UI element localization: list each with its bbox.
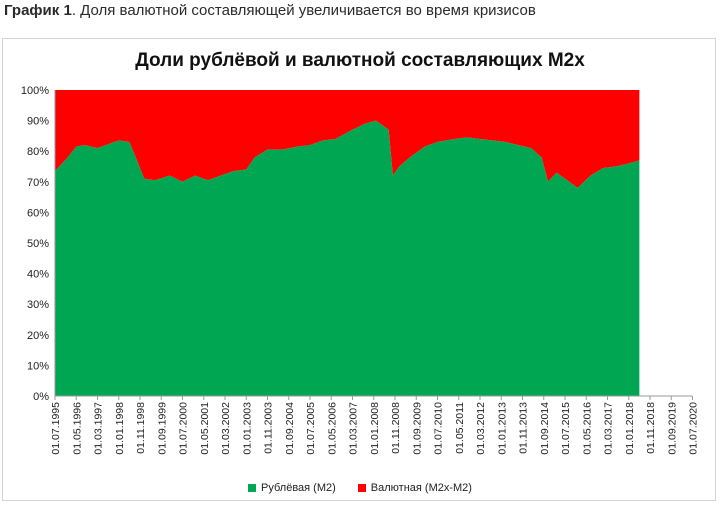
x-tick-label: 01.01.1998 [114, 402, 126, 455]
x-tick-label: 01.11.2008 [390, 402, 402, 454]
x-tick-label: 01.01.2018 [624, 402, 636, 455]
x-tick-label: 01.09.2004 [284, 402, 296, 455]
x-tick-label: 01.05.2001 [199, 402, 211, 455]
y-tick-label: 80% [27, 146, 49, 158]
x-tick-label: 01.05.1996 [71, 402, 83, 455]
x-tick-label: 01.03.2007 [348, 402, 360, 455]
y-tick-label: 20% [27, 330, 49, 342]
x-tick-label: 01.11.1998 [135, 402, 147, 454]
y-tick-label: 40% [27, 269, 49, 281]
x-tick-label: 01.09.1999 [156, 402, 168, 455]
x-tick-label: 01.03.2002 [220, 402, 232, 455]
y-tick-label: 0% [33, 391, 49, 403]
series-area-ruble [55, 120, 640, 396]
legend-label-ruble: Рублёвая (М2) [261, 482, 336, 494]
y-tick-label: 90% [27, 116, 49, 128]
chart-title: Доли рублёвой и валютной составляющих М2… [135, 50, 585, 71]
legend-label-fx: Валютная (М2х-М2) [370, 482, 472, 494]
x-tick-label: 01.03.2017 [603, 402, 615, 455]
x-tick-label: 01.03.1997 [93, 402, 105, 455]
x-tick-label: 01.09.2014 [539, 402, 551, 455]
y-tick-label: 60% [27, 207, 49, 219]
x-tick-label: 01.01.2003 [241, 402, 253, 455]
x-tick-label: 01.07.2020 [688, 402, 700, 455]
x-tick-label: 01.07.2010 [433, 402, 445, 455]
y-tick-label: 30% [27, 299, 49, 311]
legend: Рублёвая (М2) Валютная (М2х-М2) [0, 482, 720, 494]
legend-item-fx: Валютная (М2х-М2) [357, 482, 472, 494]
x-tick-label: 01.01.2013 [496, 402, 508, 455]
x-tick-label: 01.07.2000 [178, 402, 190, 455]
x-tick-label: 01.11.2003 [263, 402, 275, 454]
x-tick-label: 01.09.2009 [411, 402, 423, 455]
x-tick-label: 01.03.2012 [475, 402, 487, 455]
x-tick-label: 01.07.2005 [305, 402, 317, 455]
series-area-fx [55, 90, 640, 188]
x-tick-label: 01.11.2013 [518, 402, 530, 454]
x-tick-label: 01.05.2011 [454, 402, 466, 454]
x-tick-label: 01.05.2016 [581, 402, 593, 455]
x-tick-label: 01.05.2006 [326, 402, 338, 455]
legend-swatch-fx [357, 484, 366, 492]
y-tick-label: 70% [27, 177, 49, 189]
caption-lead: График 1 [4, 2, 72, 19]
y-tick-label: 100% [21, 85, 49, 97]
y-tick-label: 10% [27, 360, 49, 372]
legend-swatch-ruble [248, 484, 257, 492]
legend-item-ruble: Рублёвая (М2) [248, 482, 336, 494]
x-tick-label: 01.07.2015 [560, 402, 572, 455]
x-tick-label: 01.11.2018 [645, 402, 657, 454]
x-tick-label: 01.09.2019 [666, 402, 678, 455]
figure-caption: График 1. Доля валютной составляющей уве… [4, 2, 536, 19]
y-tick-label: 50% [27, 238, 49, 250]
x-tick-label: 01.07.1995 [50, 402, 62, 455]
caption-text: . Доля валютной составляющей увеличивает… [71, 2, 536, 19]
x-tick-label: 01.01.2008 [369, 402, 381, 455]
